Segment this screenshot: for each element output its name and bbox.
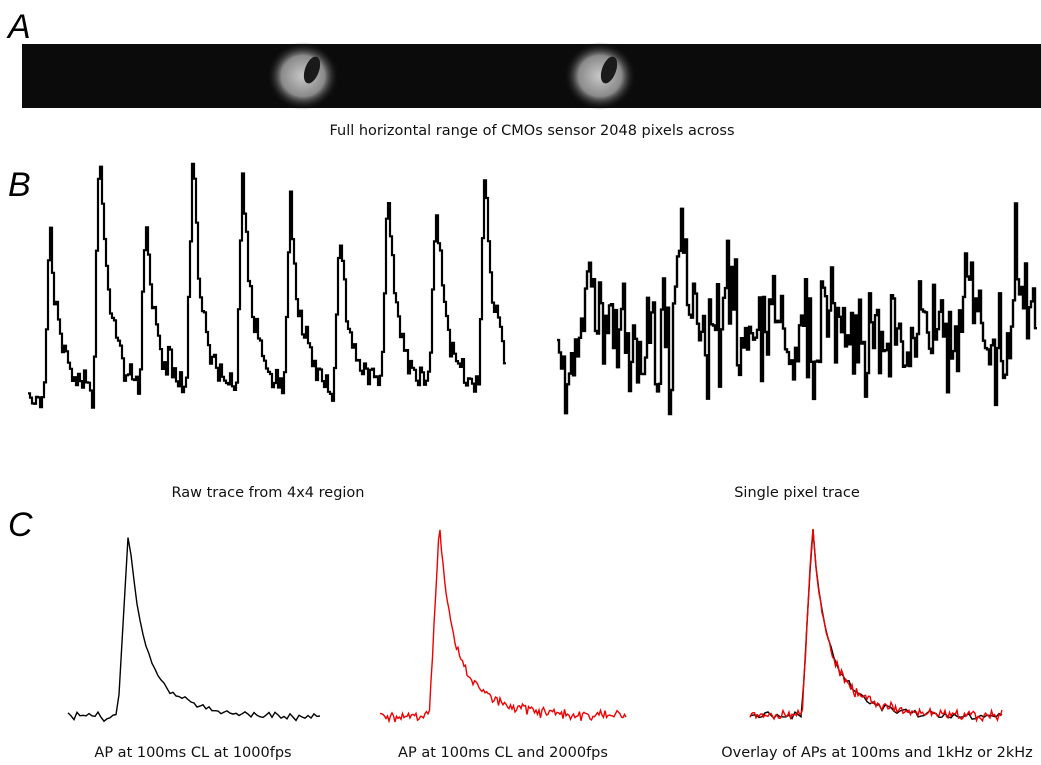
caption: Single pixel trace xyxy=(734,485,860,501)
panel-label: C xyxy=(8,506,33,544)
caption: AP at 100ms CL at 1000fps xyxy=(94,745,291,761)
trace xyxy=(749,528,1003,723)
caption: Overlay of APs at 100ms and 1kHz or 2kHz xyxy=(721,745,1033,761)
trace xyxy=(67,537,321,723)
caption: AP at 100ms CL and 2000fps xyxy=(398,745,608,761)
panel-label: A xyxy=(6,8,31,46)
trace xyxy=(28,162,506,409)
caption: Full horizontal range of CMOs sensor 204… xyxy=(329,123,734,139)
trace xyxy=(749,529,1003,720)
trace xyxy=(557,202,1037,416)
caption: Raw trace from 4x4 region xyxy=(172,485,365,501)
sensor-image xyxy=(22,42,1041,110)
trace xyxy=(379,529,627,724)
panel-label: B xyxy=(8,166,31,204)
